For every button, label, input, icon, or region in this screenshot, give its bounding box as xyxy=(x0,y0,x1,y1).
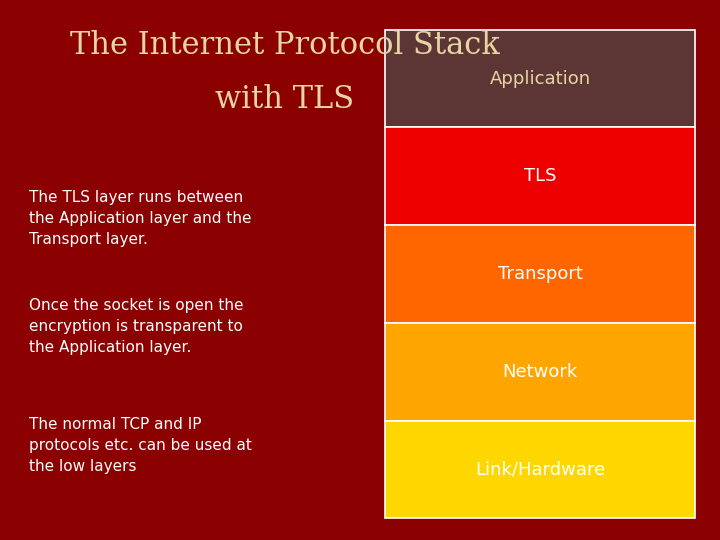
Text: Transport: Transport xyxy=(498,265,582,283)
Text: The TLS layer runs between
the Application layer and the
Transport layer.: The TLS layer runs between the Applicati… xyxy=(29,190,251,247)
Bar xyxy=(385,421,695,518)
Bar xyxy=(385,30,695,127)
Text: The normal TCP and IP
protocols etc. can be used at
the low layers: The normal TCP and IP protocols etc. can… xyxy=(29,417,252,474)
Bar xyxy=(385,225,695,323)
Text: Link/Hardware: Link/Hardware xyxy=(475,461,605,478)
Bar xyxy=(385,127,695,225)
Text: Application: Application xyxy=(490,70,590,87)
Bar xyxy=(385,323,695,421)
Text: The Internet Protocol Stack: The Internet Protocol Stack xyxy=(70,30,499,60)
Text: with TLS: with TLS xyxy=(215,84,354,114)
Text: TLS: TLS xyxy=(523,167,557,185)
Text: Once the socket is open the
encryption is transparent to
the Application layer.: Once the socket is open the encryption i… xyxy=(29,298,243,355)
Text: Network: Network xyxy=(503,363,577,381)
